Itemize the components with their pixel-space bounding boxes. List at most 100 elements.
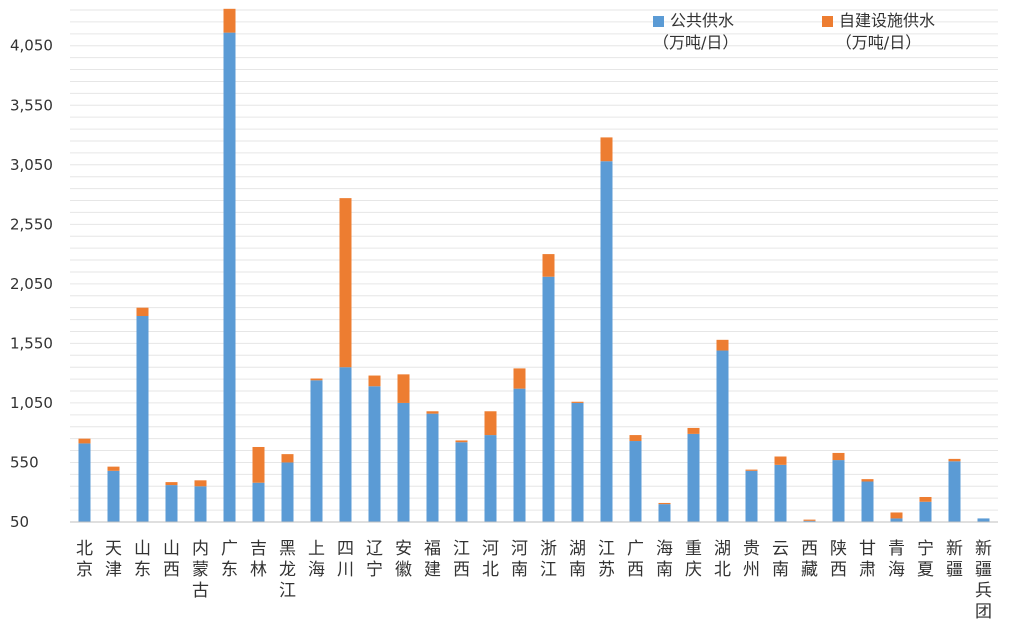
y-tick-label: 2,550 xyxy=(10,215,53,233)
bar-self-20 xyxy=(658,502,671,505)
y-tick-label: 1,050 xyxy=(10,394,53,412)
bar-public-9 xyxy=(339,367,352,522)
x-tick-label: 甘肃 xyxy=(859,539,876,580)
x-tick-label: 河南 xyxy=(511,539,528,580)
bar-self-12 xyxy=(426,411,439,414)
bars xyxy=(78,8,990,522)
x-tick-label: 辽宁 xyxy=(366,539,383,580)
gridlines xyxy=(70,9,998,511)
axes: 50 550 1,050 1,550 2,050 2,550 3,050 3,550 4,050… xyxy=(10,37,998,622)
y-tick-label: 3,550 xyxy=(10,96,53,114)
x-tick-label: 山东 xyxy=(134,539,151,580)
x-tick-label: 广东 xyxy=(221,539,238,580)
x-tick-label: 新疆 xyxy=(946,539,963,580)
x-tick-label: 青海 xyxy=(888,539,905,580)
bar-self-0 xyxy=(78,438,91,444)
bar-public-20 xyxy=(658,504,671,522)
bar-public-7 xyxy=(281,462,294,522)
bar-public-22 xyxy=(716,350,729,522)
bar-self-16 xyxy=(542,254,555,277)
bar-public-14 xyxy=(484,435,497,522)
bar-public-15 xyxy=(513,388,526,522)
y-tick-label: 4,050 xyxy=(10,37,53,55)
bar-self-30 xyxy=(948,458,961,462)
legend-public-supply: 公共供水 （万吨/日） xyxy=(653,10,738,54)
bar-public-29 xyxy=(919,501,932,522)
bar-self-21 xyxy=(687,427,700,434)
bar-public-11 xyxy=(397,402,410,522)
legend-swatch-public xyxy=(653,16,664,27)
bar-public-27 xyxy=(861,481,874,522)
bar-self-15 xyxy=(513,368,526,389)
bar-self-23 xyxy=(745,469,758,471)
bar-public-3 xyxy=(165,485,178,522)
bar-public-1 xyxy=(107,470,120,522)
x-tick-label: 北京 xyxy=(76,539,93,580)
y-tick-label: 3,050 xyxy=(10,156,53,174)
bar-public-2 xyxy=(136,316,149,522)
bar-self-3 xyxy=(165,482,178,486)
bar-self-11 xyxy=(397,374,410,403)
bar-self-6 xyxy=(252,446,265,483)
x-tick-label: 陕西 xyxy=(830,539,847,580)
bar-self-9 xyxy=(339,198,352,368)
y-tick-label: 550 xyxy=(10,453,39,471)
bar-self-4 xyxy=(194,480,207,487)
y-tick-label: 2,050 xyxy=(10,275,53,293)
x-tick-label: 江西 xyxy=(453,539,470,580)
bar-public-10 xyxy=(368,386,381,522)
x-tick-label: 新疆兵团 xyxy=(975,539,992,622)
bar-self-10 xyxy=(368,375,381,387)
legend-label-self: 自建设施供水 xyxy=(839,11,936,30)
bar-public-21 xyxy=(687,433,700,522)
bar-public-4 xyxy=(194,486,207,522)
legend-unit-public: （万吨/日） xyxy=(653,33,739,52)
x-tick-label: 吉林 xyxy=(250,539,267,580)
x-tick-label: 贵州 xyxy=(743,539,760,580)
bar-self-2 xyxy=(136,307,149,317)
bar-self-1 xyxy=(107,466,120,471)
x-tick-label: 江苏 xyxy=(598,539,615,580)
bar-public-24 xyxy=(774,464,787,522)
bar-self-17 xyxy=(571,401,584,403)
x-tick-label: 山西 xyxy=(163,539,180,580)
bar-public-5 xyxy=(223,32,236,522)
bar-self-5 xyxy=(223,8,236,33)
bar-public-8 xyxy=(310,380,323,522)
bar-public-28 xyxy=(890,518,903,522)
x-tick-label: 福建 xyxy=(424,539,441,580)
y-tick-label: 1,550 xyxy=(10,334,53,352)
legend-swatch-self xyxy=(822,16,833,27)
bar-public-12 xyxy=(426,413,439,522)
bar-public-26 xyxy=(832,460,845,522)
bar-public-23 xyxy=(745,470,758,522)
bar-self-19 xyxy=(629,435,642,442)
x-tick-label: 上海 xyxy=(308,539,325,580)
bar-self-28 xyxy=(890,512,903,519)
bar-self-18 xyxy=(600,137,613,162)
bar-self-13 xyxy=(455,440,468,443)
bar-self-25 xyxy=(803,519,816,521)
bar-self-29 xyxy=(919,496,932,502)
bar-public-25 xyxy=(803,520,816,522)
x-tick-label: 广西 xyxy=(627,539,644,580)
bar-public-30 xyxy=(948,461,961,522)
x-tick-label: 海南 xyxy=(656,539,673,580)
legend-unit-self: （万吨/日） xyxy=(835,33,922,52)
x-tick-label: 西藏 xyxy=(801,539,818,580)
bar-public-0 xyxy=(78,443,91,522)
x-tick-label: 湖北 xyxy=(714,539,731,580)
bar-public-31 xyxy=(977,518,990,522)
bar-public-16 xyxy=(542,276,555,522)
legend-self-supply: 自建设施供水 （万吨/日） xyxy=(822,10,935,54)
bar-self-24 xyxy=(774,456,787,465)
bar-self-14 xyxy=(484,411,497,436)
x-tick-label: 内蒙古 xyxy=(192,539,209,601)
x-tick-label: 云南 xyxy=(772,539,789,580)
bar-self-27 xyxy=(861,479,874,482)
legend-label-public: 公共供水 xyxy=(670,11,735,30)
x-tick-label: 重庆 xyxy=(685,539,702,580)
y-tick-label: 50 xyxy=(10,513,29,531)
